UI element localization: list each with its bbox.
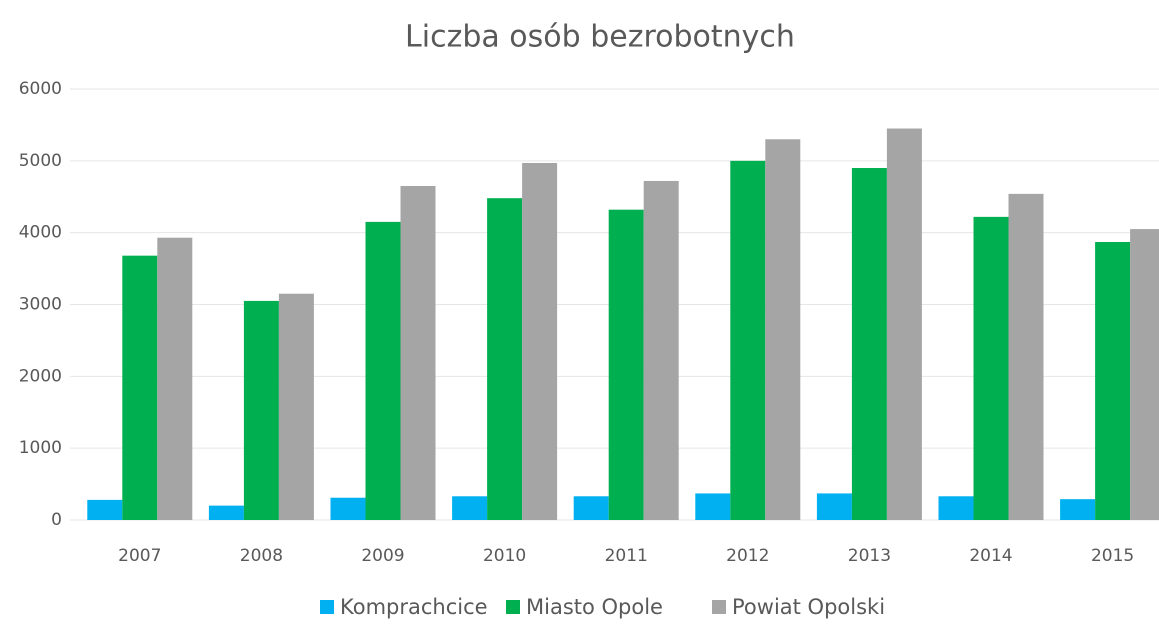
x-tick-label: 2008: [240, 546, 283, 566]
legend-swatch: [320, 600, 334, 614]
bar: [1008, 193, 1044, 521]
bar: [886, 128, 922, 520]
bar: [487, 198, 523, 521]
bar: [157, 237, 193, 520]
y-tick-label: 5000: [19, 151, 62, 171]
x-tick-label: 2012: [726, 546, 769, 566]
bar: [573, 496, 609, 520]
legend-swatch: [506, 600, 520, 614]
bar: [87, 499, 123, 520]
legend-label: Komprachcice: [340, 595, 488, 619]
x-tick-label: 2014: [969, 546, 1012, 566]
x-tick-label: 2009: [361, 546, 404, 566]
bar: [452, 496, 488, 520]
y-tick-label: 0: [51, 510, 62, 530]
bar: [765, 139, 801, 521]
bar: [1060, 499, 1096, 520]
bar: [1130, 229, 1159, 520]
bar: [208, 505, 244, 520]
bar: [938, 496, 974, 520]
bar: [400, 185, 436, 520]
bar: [278, 293, 314, 520]
x-tick-label: 2007: [118, 546, 161, 566]
bar: [608, 209, 644, 520]
bar: [643, 180, 679, 521]
bar: [243, 300, 279, 520]
bar: [330, 497, 366, 520]
legend-label: Powiat Opolski: [732, 595, 885, 619]
bar: [522, 162, 558, 520]
bar: [365, 221, 401, 520]
y-tick-label: 2000: [19, 366, 62, 386]
y-tick-label: 6000: [19, 79, 62, 99]
x-tick-label: 2013: [848, 546, 891, 566]
bar: [1095, 242, 1131, 520]
y-tick-label: 3000: [19, 295, 62, 315]
legend-swatch: [712, 600, 726, 614]
x-tick-label: 2011: [605, 546, 648, 566]
legend-label: Miasto Opole: [526, 595, 663, 619]
bar: [730, 160, 766, 521]
chart-title: Liczba osób bezrobotnych: [405, 20, 795, 55]
bar: [973, 216, 1009, 520]
y-tick-label: 4000: [19, 223, 62, 243]
x-tick-label: 2015: [1091, 546, 1134, 566]
y-tick-label: 1000: [19, 438, 62, 458]
bar: [695, 493, 731, 520]
x-tick-label: 2010: [483, 546, 526, 566]
bar: [816, 493, 852, 520]
bar: [851, 168, 887, 520]
bar: [122, 255, 158, 521]
